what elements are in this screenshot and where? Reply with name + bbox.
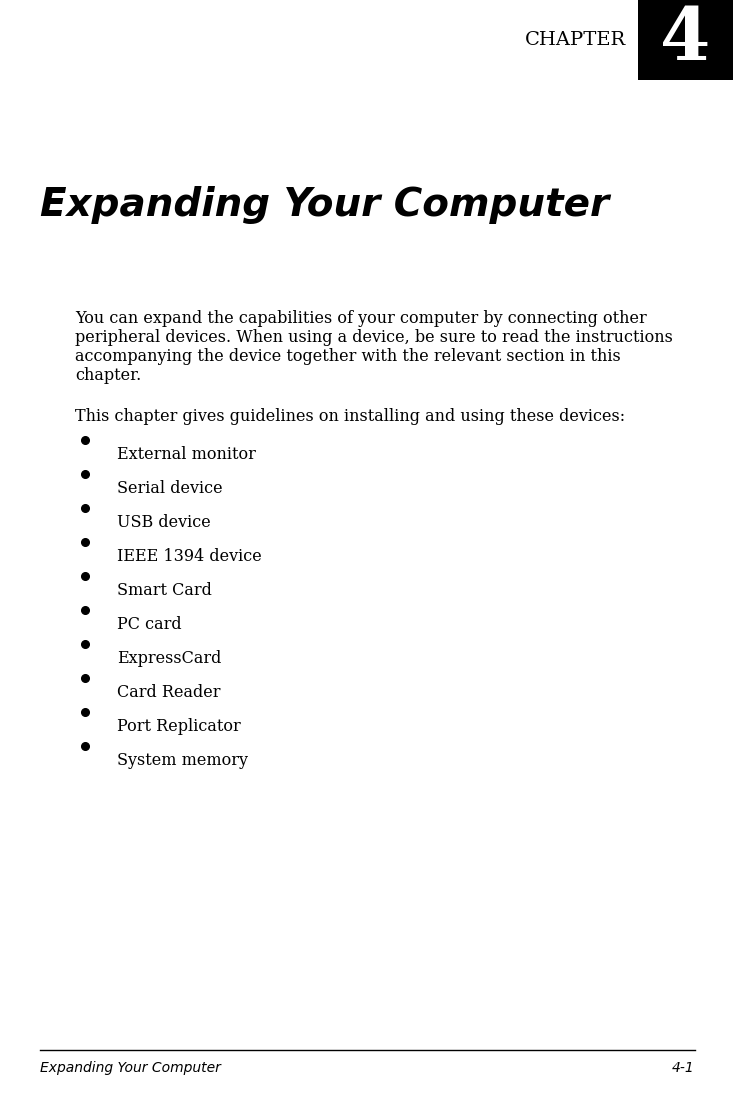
Text: This chapter gives guidelines on installing and using these devices:: This chapter gives guidelines on install… [75, 408, 625, 425]
Text: peripheral devices. When using a device, be sure to read the instructions: peripheral devices. When using a device,… [75, 329, 673, 346]
Text: Card Reader: Card Reader [117, 685, 221, 701]
Text: System memory: System memory [117, 753, 248, 769]
Bar [638, 0, 733, 80]
Text: Smart Card: Smart Card [117, 583, 212, 599]
Text: USB device: USB device [117, 514, 211, 531]
Text: PC card: PC card [117, 617, 182, 633]
Text: Serial device: Serial device [117, 480, 223, 497]
Text: accompanying the device together with the relevant section in this: accompanying the device together with th… [75, 348, 621, 365]
Text: 4-1: 4-1 [672, 1061, 695, 1075]
Text: CHAPTER: CHAPTER [525, 31, 626, 49]
Text: External monitor: External monitor [117, 446, 256, 463]
Text: 4: 4 [660, 4, 711, 76]
Text: Port Replicator: Port Replicator [117, 719, 240, 735]
Text: Expanding Your Computer: Expanding Your Computer [40, 186, 609, 224]
Text: ExpressCard: ExpressCard [117, 651, 221, 667]
Text: chapter.: chapter. [75, 367, 141, 384]
Text: Expanding Your Computer: Expanding Your Computer [40, 1061, 221, 1075]
Text: IEEE 1394 device: IEEE 1394 device [117, 548, 262, 565]
Text: You can expand the capabilities of your computer by connecting other: You can expand the capabilities of your … [75, 310, 647, 327]
